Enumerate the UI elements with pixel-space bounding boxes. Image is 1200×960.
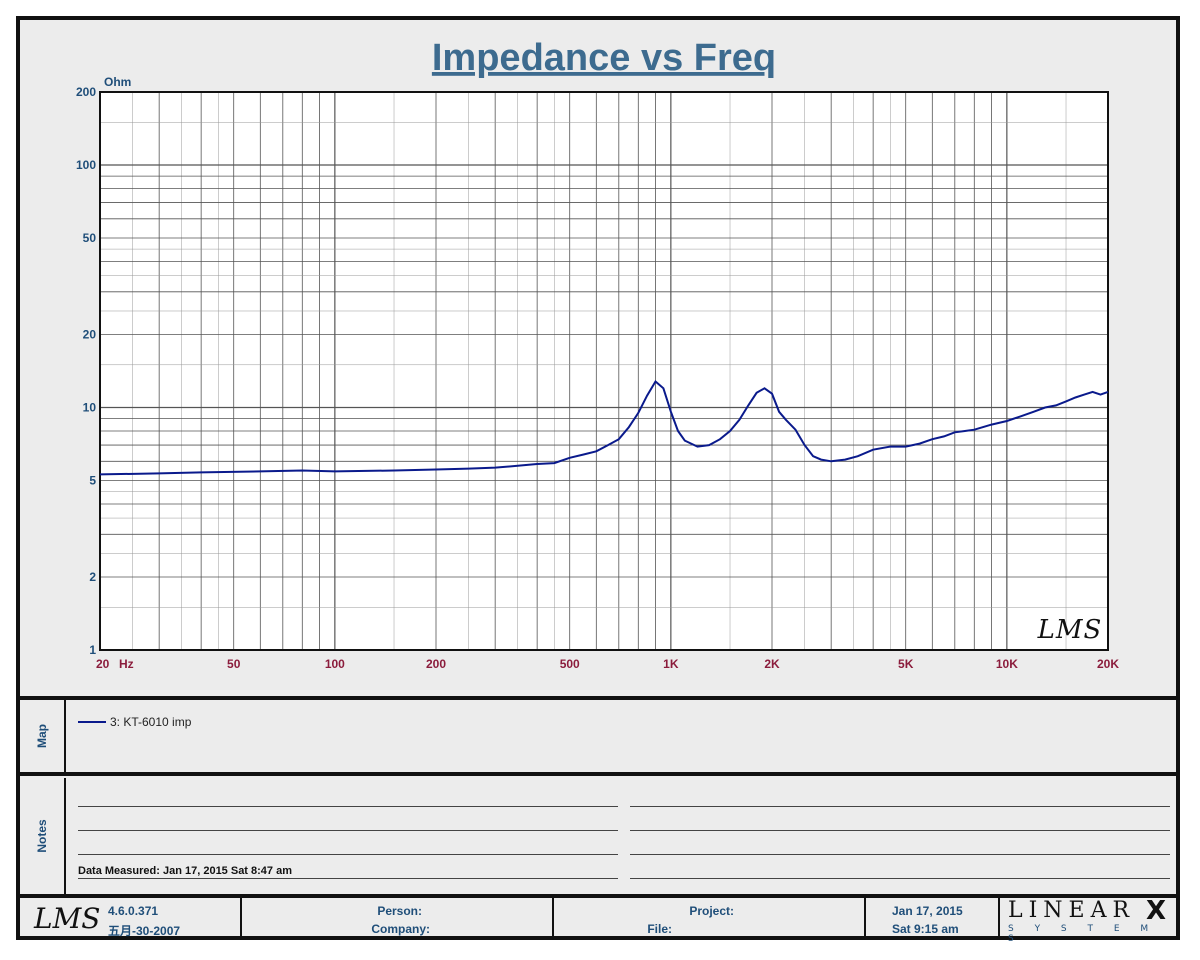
x-tick-label: 1K: [663, 657, 679, 671]
x-tick-label: 10K: [996, 657, 1018, 671]
linearx-x-mark: X: [1146, 896, 1167, 926]
map-label: Map: [35, 724, 49, 748]
y-tick-label: 50: [83, 231, 97, 245]
footer-date-cell: Jan 17, 2015 Sat 9:15 am: [866, 898, 1000, 940]
x-tick-label: 20K: [1097, 657, 1119, 671]
x-tick-labels: 20 50 100 200 500 1K 2K 5K 10K 20K: [96, 657, 1119, 671]
footer-person-cell: Person: Company:: [242, 898, 554, 940]
y-tick-label: 200: [76, 85, 96, 99]
y-tick-label: 100: [76, 158, 96, 172]
notes-section: Notes Data Measured: Jan 17, 2015 Sat 8:…: [20, 778, 1176, 894]
plot-frame: [99, 91, 1109, 651]
y-tick-label: 2: [89, 570, 96, 584]
footer-section: LMS 4.6.0.371 五月-30-2007 Person: Company…: [20, 896, 1176, 944]
y-tick-label: 10: [83, 400, 97, 414]
note-line: [78, 854, 618, 855]
person-label: Person:: [377, 904, 422, 918]
legend-swatch: [78, 721, 106, 723]
y-tick-labels: 1 2 5 10 20 50 100 200: [76, 85, 96, 657]
linearx-systems-text: S Y S T E M S: [1008, 924, 1158, 944]
grid-lines: [99, 91, 1109, 651]
y-axis-label: Ohm: [104, 75, 131, 89]
note-line: [630, 878, 1170, 879]
map-section: Map 3: KT-6010 imp: [20, 700, 1176, 772]
x-tick-label: 5K: [898, 657, 914, 671]
chart-section: Impedance vs Freq 1 2 5 10 20 50 100 200 20 50 10…: [20, 20, 1176, 696]
impedance-curve: [99, 379, 1109, 476]
print-time: Sat 9:15 am: [892, 922, 959, 936]
lms-watermark: LMS: [1037, 615, 1103, 645]
y-tick-label: 20: [83, 328, 97, 342]
divider: [20, 894, 1176, 898]
company-label: Company:: [371, 922, 430, 936]
version-date-text: 五月-30-2007: [108, 924, 181, 938]
x-tick-label: 500: [560, 657, 580, 671]
notes-side-label: Notes: [20, 778, 66, 894]
divider: [20, 772, 1176, 776]
footer-version-cell: LMS 4.6.0.371 五月-30-2007: [20, 898, 242, 940]
y-tick-label: 1: [89, 643, 96, 657]
data-measured-text: Data Measured: Jan 17, 2015 Sat 8:47 am: [78, 865, 293, 877]
linearx-brand-text: LINEAR: [1008, 898, 1136, 923]
x-tick-label: 200: [426, 657, 446, 671]
note-line: [630, 806, 1170, 807]
legend-entry: 3: KT-6010 imp: [78, 715, 191, 729]
divider: [20, 696, 1176, 700]
note-line: [78, 806, 618, 807]
impedance-chart: Impedance vs Freq 1 2 5 10 20 50 100 200 20 50 10…: [76, 37, 1119, 671]
plot-background: [100, 92, 1108, 650]
note-line: [78, 830, 618, 831]
x-tick-label: 50: [227, 657, 241, 671]
linearx-logo: LINEAR X S Y S T E M S: [1000, 896, 1176, 944]
project-label: Project:: [689, 904, 734, 918]
x-axis-unit-label: Hz: [119, 657, 134, 671]
report-frame: Impedance vs Freq 1 2 5 10 20 50 100 200 20 50 10…: [16, 16, 1180, 944]
note-line: [78, 878, 618, 879]
legend-entry-label: 3: KT-6010 imp: [110, 715, 192, 729]
chart-title: Impedance vs Freq: [432, 37, 776, 79]
y-tick-label: 5: [89, 473, 96, 487]
notes-label: Notes: [35, 819, 49, 853]
note-line: [630, 830, 1170, 831]
lms-logo: LMS: [34, 902, 101, 935]
x-tick-label: 20: [96, 657, 110, 671]
x-tick-label: 2K: [764, 657, 780, 671]
map-side-label: Map: [20, 700, 66, 772]
print-date: Jan 17, 2015: [892, 904, 963, 918]
footer-project-cell: Project: File:: [554, 898, 866, 940]
file-label: File:: [647, 922, 672, 936]
note-line: [630, 854, 1170, 855]
x-tick-label: 100: [325, 657, 345, 671]
version-text: 4.6.0.371: [108, 904, 159, 918]
